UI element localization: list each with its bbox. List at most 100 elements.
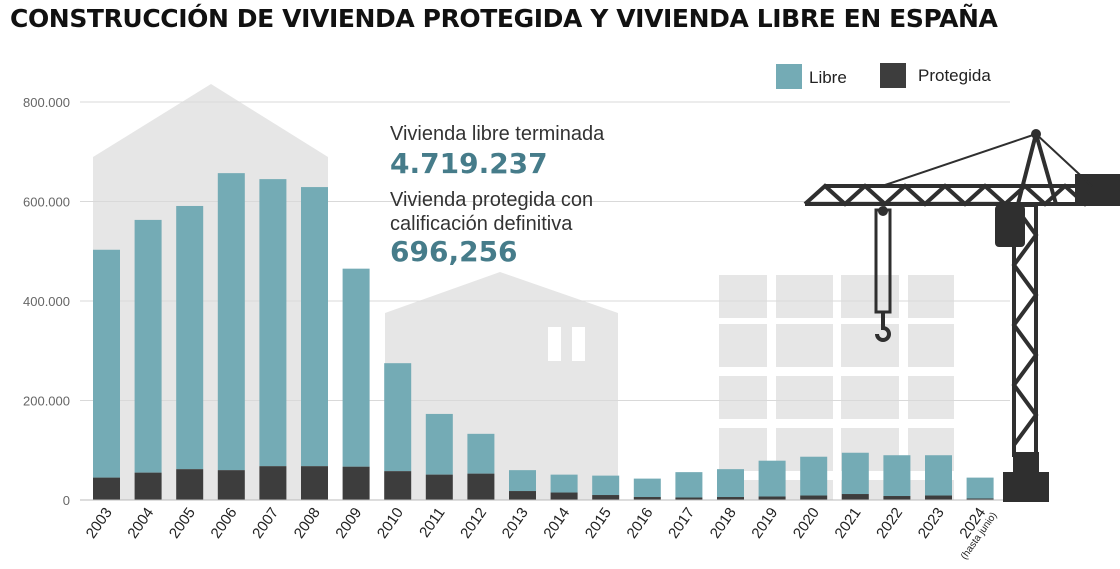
bar-libre-2012 [467, 433, 495, 474]
legend-swatch-libre [776, 64, 802, 89]
bar-protegida-2016 [633, 497, 661, 500]
x-tick-label: 2017 [665, 505, 698, 542]
building-window-block [841, 324, 899, 367]
bar-libre-2004 [134, 219, 162, 473]
building-window-block [719, 275, 767, 318]
window-icon [548, 327, 561, 361]
bars [93, 173, 994, 500]
bar-protegida-2003 [93, 477, 120, 500]
building-window-block [719, 376, 767, 419]
bar-protegida-2011 [425, 474, 453, 500]
x-tick-label: 2010 [374, 505, 407, 542]
bar-libre-2023 [925, 455, 952, 496]
bar-protegida-2022 [883, 496, 911, 500]
x-tick-label: 2014 [540, 505, 573, 542]
building-window-block [776, 275, 833, 318]
bar-protegida-2023 [925, 495, 952, 500]
bar-libre-2019 [758, 460, 786, 497]
x-tick-label: 2018 [707, 505, 740, 542]
bar-protegida-2009 [342, 466, 370, 500]
x-tick-label: 2019 [748, 505, 781, 542]
bar-libre-2022 [883, 455, 911, 497]
x-tick-label: 2009 [332, 505, 365, 542]
house-silhouette-middle [385, 272, 618, 500]
y-tick-label: 800.000 [23, 95, 70, 110]
annotation-libre-value: 4.719.237 [390, 147, 548, 180]
building-window-block [908, 376, 954, 419]
bar-libre-2013 [509, 470, 536, 492]
building-window-block [719, 324, 767, 367]
bar-protegida-2004 [134, 472, 162, 500]
annotation-libre-label: Vivienda libre terminada [390, 123, 605, 145]
legend-label-libre: Libre [809, 68, 847, 87]
x-tick-label: 2006 [208, 505, 241, 542]
crane-illustration [803, 129, 1120, 502]
bar-protegida-2008 [301, 466, 328, 500]
annotation-protegida-label-line2: calificación definitiva [390, 213, 573, 235]
bar-libre-2021 [841, 452, 869, 495]
bar-protegida-2018 [717, 497, 744, 500]
annotation-protegida-label-line1: Vivienda protegida con [390, 189, 593, 211]
bar-protegida-2010 [384, 471, 412, 500]
annotations: Vivienda libre terminada 4.719.237 Vivie… [390, 123, 605, 268]
bar-protegida-2014 [550, 492, 578, 500]
y-tick-label: 600.000 [23, 195, 70, 210]
x-tick-label: 2004 [124, 505, 157, 542]
bar-protegida-2006 [217, 470, 245, 500]
x-tick-label: 2023 [915, 505, 948, 542]
building-window-block [776, 324, 833, 367]
x-tick-label: 2007 [249, 505, 282, 542]
bar-protegida-2020 [800, 495, 828, 500]
y-tick-label: 200.000 [23, 394, 70, 409]
x-tick-label: 2015 [582, 505, 615, 542]
bar-libre-2003 [93, 249, 120, 478]
bar-protegida-2017 [675, 497, 703, 500]
x-tick-label: 2005 [166, 505, 199, 542]
bar-libre-2008 [301, 187, 328, 467]
x-tick-label: 2003 [83, 505, 116, 542]
bar-protegida-2013 [509, 491, 536, 500]
bar-protegida-2024 [966, 498, 994, 500]
bar-libre-2017 [675, 472, 703, 498]
legend-swatch-protegida [880, 63, 906, 88]
x-tick-label: 2022 [873, 505, 906, 542]
building-window-block [776, 376, 833, 419]
bar-libre-2014 [550, 474, 578, 493]
bar-libre-2011 [425, 413, 453, 475]
bar-libre-2020 [800, 456, 828, 496]
bar-libre-2009 [342, 268, 370, 467]
bar-protegida-2007 [259, 466, 287, 500]
bar-libre-2006 [217, 173, 245, 471]
bar-libre-2010 [384, 363, 412, 472]
bar-libre-2024 [966, 477, 994, 499]
annotation-protegida-value: 696,256 [390, 235, 518, 268]
bar-libre-2016 [633, 478, 661, 498]
x-tick-label: 2021 [832, 505, 865, 542]
y-tick-label: 0 [63, 493, 70, 508]
building-window-block [908, 275, 954, 318]
x-tick-label: 2008 [291, 505, 324, 542]
y-axis-ticks: 0 200.000 400.000 600.000 800.000 [23, 95, 70, 508]
legend-label-protegida: Protegida [918, 66, 991, 85]
y-tick-label: 400.000 [23, 294, 70, 309]
bar-protegida-2005 [176, 469, 204, 500]
bar-protegida-2021 [841, 494, 869, 500]
bar-libre-2007 [259, 179, 287, 467]
chart-title: CONSTRUCCIÓN DE VIVIENDA PROTEGIDA Y VIV… [10, 4, 998, 33]
bar-protegida-2015 [592, 495, 620, 500]
bar-protegida-2012 [467, 473, 495, 500]
x-tick-label: 2013 [499, 505, 532, 542]
x-axis-labels: 2003 2004 2005 2006 2007 2008 2009 2010 2011 2012… [83, 505, 1000, 562]
window-icon [572, 327, 585, 361]
x-tick-label: 2016 [624, 505, 657, 542]
x-tick-label: 2012 [457, 505, 490, 542]
legend: Libre Protegida [776, 63, 991, 89]
building-window-block [908, 324, 954, 367]
building-grid-silhouette [719, 275, 954, 500]
x-tick-label: 2020 [790, 505, 823, 542]
x-tick-label: 2011 [416, 505, 448, 541]
bar-libre-2015 [592, 475, 620, 496]
building-window-block [841, 376, 899, 419]
bar-libre-2018 [717, 469, 744, 498]
